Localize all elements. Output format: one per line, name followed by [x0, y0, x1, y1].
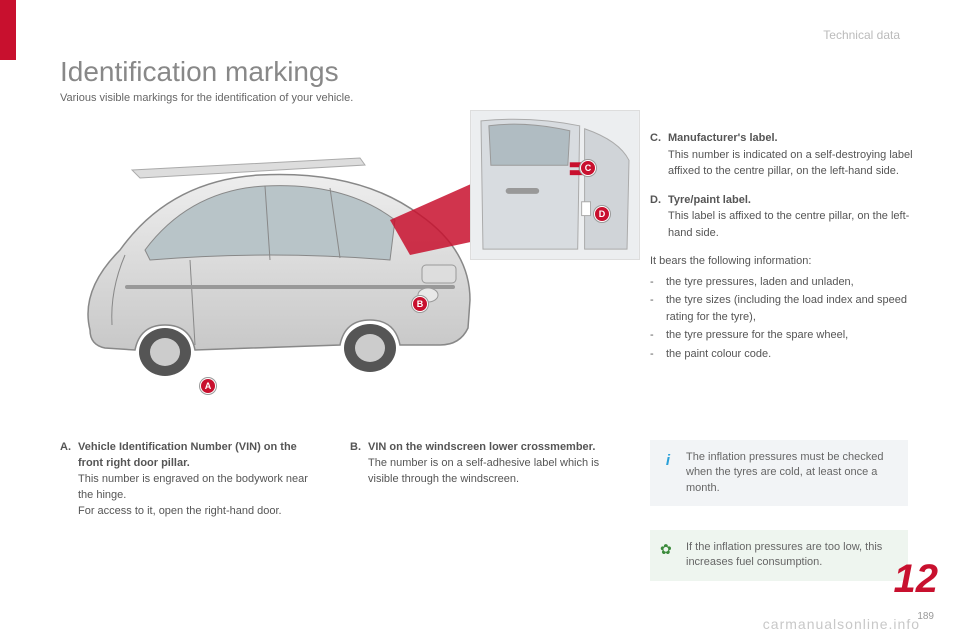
info-icon: i: [660, 450, 676, 466]
bullet-2: the tyre sizes (including the load index…: [666, 292, 920, 325]
marker-a: A: [200, 378, 216, 394]
bullet-list: -the tyre pressures, laden and unladen, …: [650, 274, 920, 363]
marker-b: B: [412, 296, 428, 312]
info-box-eco: ✿ If the inflation pressures are too low…: [650, 530, 908, 581]
spec-b-line1: The number is on a self-adhesive label w…: [368, 456, 610, 488]
info2-text: If the inflation pressures are too low, …: [686, 541, 882, 568]
marker-c: C: [580, 160, 596, 176]
spec-d-line1: This label is affixed to the centre pill…: [668, 208, 920, 241]
spec-b-block: B. VIN on the windscreen lower crossmemb…: [350, 440, 610, 488]
spec-a-letter: A.: [60, 440, 78, 456]
vehicle-illustration: [50, 120, 490, 400]
eco-icon: ✿: [660, 540, 676, 556]
watermark: carmanualsonline.info: [763, 616, 920, 632]
spec-c-title: Manufacturer's label.: [668, 132, 778, 144]
spec-d-letter: D.: [650, 192, 668, 209]
spec-a-line1: This number is engraved on the bodywork …: [78, 472, 320, 504]
spec-d-title: Tyre/paint label.: [668, 194, 751, 206]
bullet-intro: It bears the following information:: [650, 253, 920, 270]
bullet-4: the paint colour code.: [666, 346, 771, 363]
car-svg: [50, 120, 490, 400]
spec-a-line2: For access to it, open the right-hand do…: [78, 504, 320, 520]
bullet-1: the tyre pressures, laden and unladen,: [666, 274, 854, 291]
door-detail-illustration: [470, 110, 640, 260]
spec-a-block: A. Vehicle Identification Number (VIN) o…: [60, 440, 320, 520]
spec-b-letter: B.: [350, 440, 368, 456]
info1-text: The inflation pressures must be checked …: [686, 451, 884, 494]
info-box-pressure: i The inflation pressures must be checke…: [650, 440, 908, 506]
spec-c-line1: This number is indicated on a self-destr…: [668, 147, 920, 180]
spec-b-title: VIN on the windscreen lower crossmember.: [368, 440, 610, 456]
bullet-3: the tyre pressure for the spare wheel,: [666, 327, 848, 344]
page-title: Identification markings: [60, 56, 339, 88]
spec-c-letter: C.: [650, 130, 668, 147]
marker-d: D: [594, 206, 610, 222]
chapter-number: 12: [894, 557, 939, 602]
red-accent-strip: [0, 0, 16, 60]
spec-a-title: Vehicle Identification Number (VIN) on t…: [78, 440, 320, 472]
section-header: Technical data: [823, 28, 900, 42]
door-svg: [471, 111, 639, 259]
right-column: C. Manufacturer's label. This number is …: [650, 130, 920, 364]
page-subtitle: Various visible markings for the identif…: [60, 92, 353, 104]
